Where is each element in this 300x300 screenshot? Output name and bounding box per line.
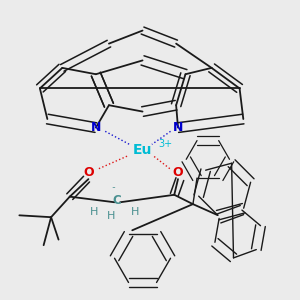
- Text: 3+: 3+: [158, 140, 172, 149]
- Text: O: O: [173, 166, 183, 179]
- Text: C: C: [112, 194, 121, 207]
- Text: H: H: [90, 207, 98, 217]
- Text: H: H: [106, 212, 115, 221]
- Text: N: N: [173, 121, 183, 134]
- Text: N: N: [91, 121, 101, 134]
- Text: Eu: Eu: [133, 143, 152, 157]
- Text: O: O: [83, 166, 94, 179]
- Text: H: H: [131, 207, 139, 217]
